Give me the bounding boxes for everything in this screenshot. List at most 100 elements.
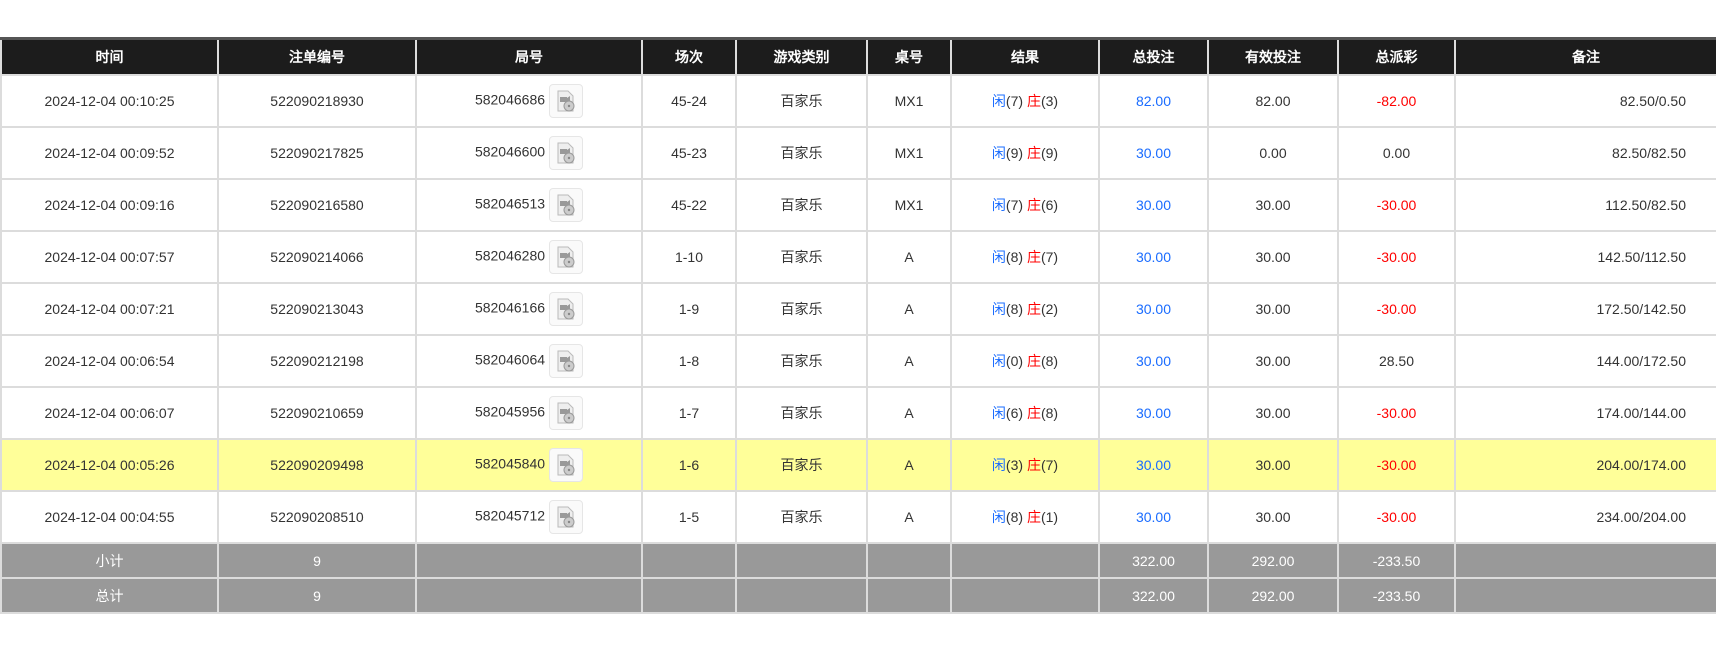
column-header: 场次 xyxy=(641,37,737,76)
banker-score: (6) xyxy=(1040,197,1059,213)
video-file-icon[interactable] xyxy=(549,500,584,534)
video-file-icon[interactable] xyxy=(549,292,584,326)
table-header: 时间 注单编号 局号 场次 游戏类别 桌号 结果 总投注 有效投注 总派彩 备注 xyxy=(0,37,1716,76)
player-label: 闲 xyxy=(991,353,1006,369)
empty-cell xyxy=(1454,577,1716,614)
bet-id-cell: 522090212198 xyxy=(217,334,417,388)
round-cell: 582046513 xyxy=(415,178,643,232)
payout-cell: -30.00 xyxy=(1337,282,1456,336)
column-header: 游戏类别 xyxy=(735,37,868,76)
empty-cell xyxy=(866,542,952,579)
video-file-icon[interactable] xyxy=(549,188,584,222)
column-header: 局号 xyxy=(415,37,643,76)
payout-cell: -30.00 xyxy=(1337,490,1456,544)
summary-valid-bet: 292.00 xyxy=(1207,542,1339,579)
round-number: 582045840 xyxy=(474,455,546,472)
table-row: 2024-12-04 00:09:52 522090217825 582046600… xyxy=(0,126,1716,180)
bet-id-cell: 522090213043 xyxy=(217,282,417,336)
table-cell: A xyxy=(866,334,952,388)
banker-label: 庄 xyxy=(1026,93,1041,109)
empty-cell xyxy=(415,542,643,579)
banker-label: 庄 xyxy=(1026,249,1041,265)
table-cell: A xyxy=(866,386,952,440)
banker-score: (8) xyxy=(1040,405,1059,421)
video-file-icon[interactable] xyxy=(549,344,584,378)
remark-cell: 82.50/82.50 xyxy=(1454,126,1716,180)
round-cell: 582046166 xyxy=(415,282,643,336)
game-cell: 百家乐 xyxy=(735,230,868,284)
empty-cell xyxy=(735,542,868,579)
video-file-icon[interactable] xyxy=(549,448,584,482)
banker-label: 庄 xyxy=(1026,197,1041,213)
round-number: 582046686 xyxy=(474,91,546,108)
round-number: 582046166 xyxy=(474,299,546,316)
player-label: 闲 xyxy=(991,197,1006,213)
payout-cell: -30.00 xyxy=(1337,178,1456,232)
game-cell: 百家乐 xyxy=(735,386,868,440)
payout-cell: 0.00 xyxy=(1337,126,1456,180)
remark-cell: 142.50/112.50 xyxy=(1454,230,1716,284)
banker-score: (2) xyxy=(1040,301,1059,317)
round-cell: 582046600 xyxy=(415,126,643,180)
column-header: 桌号 xyxy=(866,37,952,76)
shoe-cell: 1-7 xyxy=(641,386,737,440)
round-number: 582045712 xyxy=(474,507,546,524)
summary-count: 9 xyxy=(217,577,417,614)
banker-label: 庄 xyxy=(1026,301,1041,317)
remark-cell: 204.00/174.00 xyxy=(1454,438,1716,492)
player-score: (8) xyxy=(1005,509,1024,525)
video-file-icon[interactable] xyxy=(549,136,584,170)
valid-bet-cell: 30.00 xyxy=(1207,490,1339,544)
result-cell: 闲(8) 庄(7) xyxy=(950,230,1100,284)
table-row: 2024-12-04 00:09:16 522090216580 582046513… xyxy=(0,178,1716,232)
player-score: (7) xyxy=(1005,93,1024,109)
column-header: 总投注 xyxy=(1098,37,1209,76)
table-cell: MX1 xyxy=(866,126,952,180)
empty-cell xyxy=(415,577,643,614)
shoe-cell: 45-24 xyxy=(641,74,737,128)
empty-cell xyxy=(735,577,868,614)
column-header: 有效投注 xyxy=(1207,37,1339,76)
remark-cell: 144.00/172.50 xyxy=(1454,334,1716,388)
total-bet-cell: 30.00 xyxy=(1098,386,1209,440)
payout-cell: -30.00 xyxy=(1337,386,1456,440)
result-cell: 闲(7) 庄(6) xyxy=(950,178,1100,232)
banker-label: 庄 xyxy=(1026,145,1041,161)
summary-count: 9 xyxy=(217,542,417,579)
time-cell: 2024-12-04 00:04:55 xyxy=(0,490,219,544)
bet-id-cell: 522090217825 xyxy=(217,126,417,180)
table-cell: A xyxy=(866,230,952,284)
table-cell: A xyxy=(866,438,952,492)
player-score: (3) xyxy=(1005,457,1024,473)
player-label: 闲 xyxy=(991,249,1006,265)
empty-cell xyxy=(950,542,1100,579)
empty-cell xyxy=(950,577,1100,614)
video-file-icon[interactable] xyxy=(549,396,584,430)
empty-cell xyxy=(641,542,737,579)
round-cell: 582046064 xyxy=(415,334,643,388)
payout-cell: 28.50 xyxy=(1337,334,1456,388)
video-file-icon[interactable] xyxy=(549,240,584,274)
remark-cell: 82.50/0.50 xyxy=(1454,74,1716,128)
valid-bet-cell: 82.00 xyxy=(1207,74,1339,128)
shoe-cell: 45-23 xyxy=(641,126,737,180)
payout-cell: -30.00 xyxy=(1337,438,1456,492)
total-bet-cell: 30.00 xyxy=(1098,282,1209,336)
banker-label: 庄 xyxy=(1026,353,1041,369)
player-score: (0) xyxy=(1005,353,1024,369)
valid-bet-cell: 30.00 xyxy=(1207,386,1339,440)
round-number: 582046513 xyxy=(474,195,546,212)
player-label: 闲 xyxy=(991,145,1006,161)
banker-score: (1) xyxy=(1040,509,1059,525)
payout-cell: -30.00 xyxy=(1337,230,1456,284)
bet-records-table: 时间 注单编号 局号 场次 游戏类别 桌号 结果 总投注 有效投注 总派彩 备注 2024-12-0… xyxy=(0,37,1716,614)
shoe-cell: 1-8 xyxy=(641,334,737,388)
subtotal-row: 小计 9 322.00 292.00 -233.50 xyxy=(0,542,1716,579)
column-header: 时间 xyxy=(0,37,219,76)
video-file-icon[interactable] xyxy=(549,84,584,118)
total-bet-cell: 30.00 xyxy=(1098,126,1209,180)
player-score: (8) xyxy=(1005,301,1024,317)
round-cell: 582046280 xyxy=(415,230,643,284)
round-number: 582046280 xyxy=(474,247,546,264)
player-label: 闲 xyxy=(991,509,1006,525)
